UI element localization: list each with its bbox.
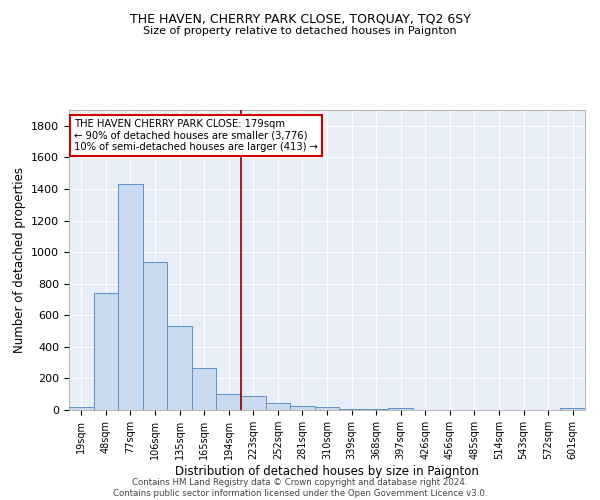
Text: THE HAVEN, CHERRY PARK CLOSE, TORQUAY, TQ2 6SY: THE HAVEN, CHERRY PARK CLOSE, TORQUAY, T…	[130, 12, 470, 26]
X-axis label: Distribution of detached houses by size in Paignton: Distribution of detached houses by size …	[175, 465, 479, 478]
Bar	[143, 262, 167, 410]
Bar	[167, 326, 192, 410]
Y-axis label: Number of detached properties: Number of detached properties	[13, 167, 26, 353]
Text: Size of property relative to detached houses in Paignton: Size of property relative to detached ho…	[143, 26, 457, 36]
Bar	[388, 408, 413, 410]
Bar	[266, 402, 290, 410]
Bar	[560, 408, 585, 410]
Text: Contains HM Land Registry data © Crown copyright and database right 2024.
Contai: Contains HM Land Registry data © Crown c…	[113, 478, 487, 498]
Bar	[192, 368, 217, 410]
Bar	[364, 409, 388, 410]
Bar	[339, 408, 364, 410]
Bar	[217, 394, 241, 410]
Bar	[315, 407, 339, 410]
Bar	[241, 396, 266, 410]
Bar	[94, 293, 118, 410]
Bar	[290, 406, 315, 410]
Bar	[69, 407, 94, 410]
Text: THE HAVEN CHERRY PARK CLOSE: 179sqm
← 90% of detached houses are smaller (3,776): THE HAVEN CHERRY PARK CLOSE: 179sqm ← 90…	[74, 119, 318, 152]
Bar	[118, 184, 143, 410]
